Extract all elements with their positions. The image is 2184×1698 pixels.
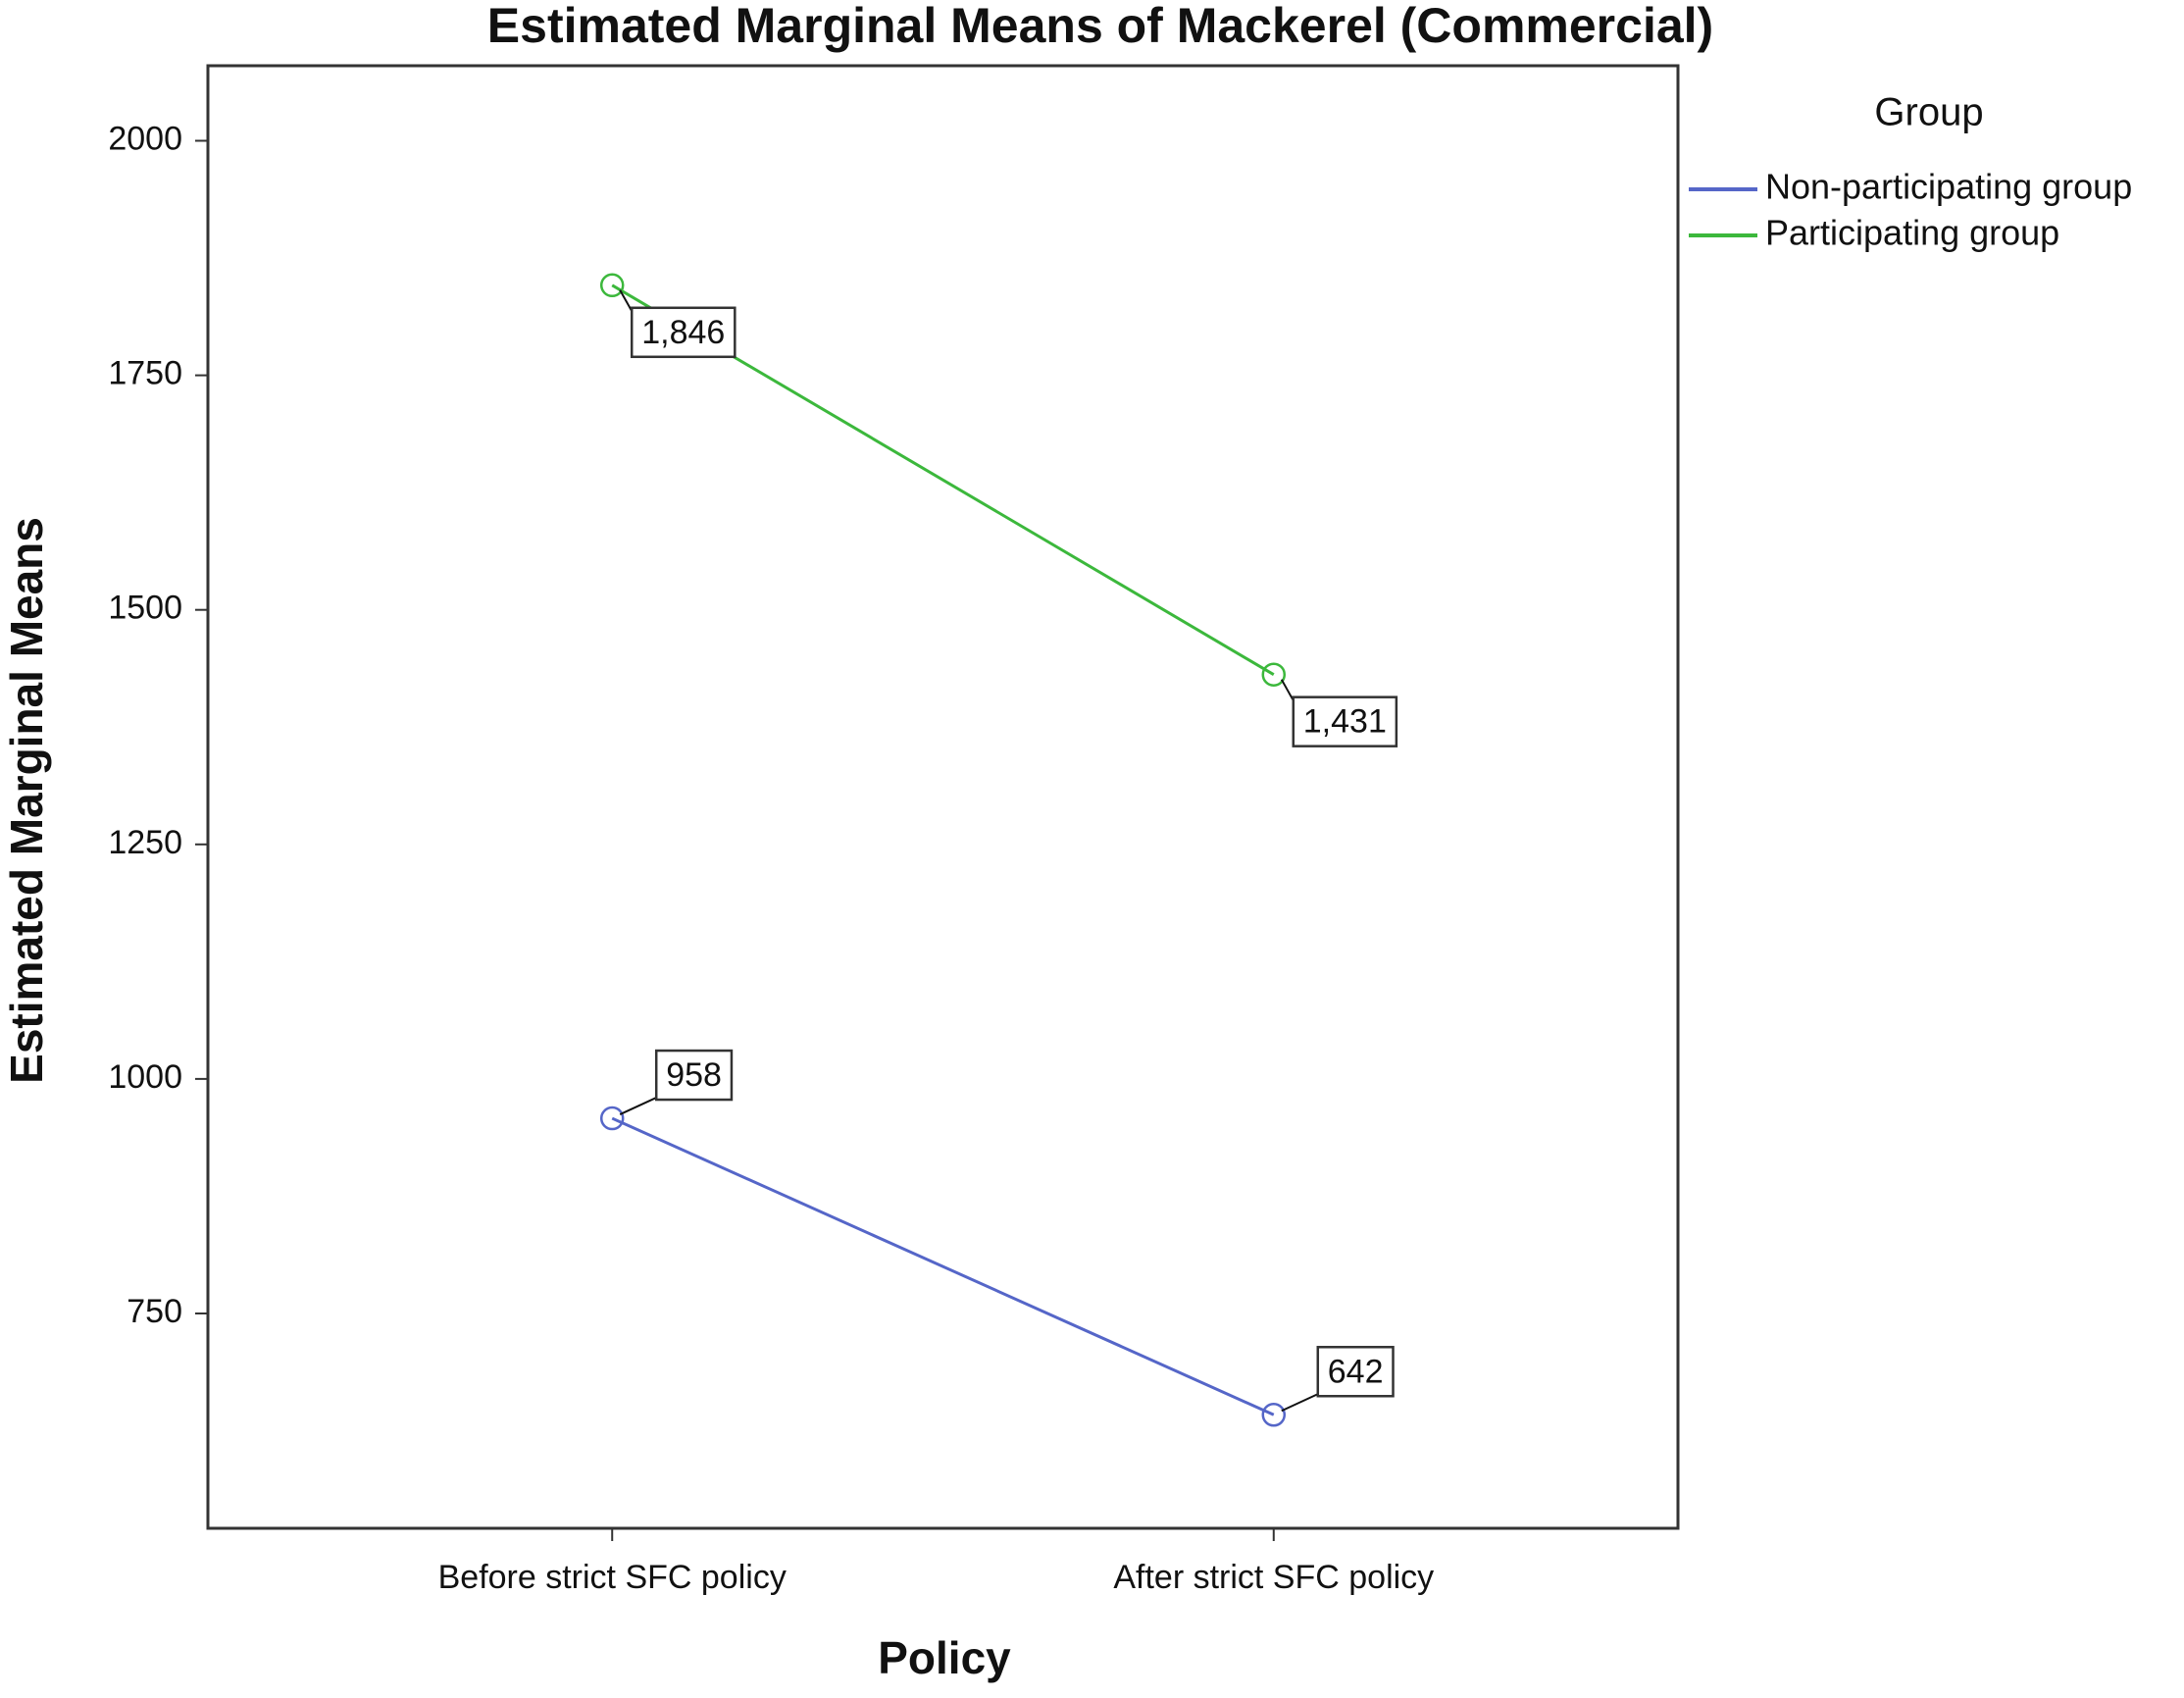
- y-tick-label: 1750: [108, 355, 182, 392]
- x-axis-label: Policy: [878, 1632, 1011, 1683]
- x-tick-label: After strict SFC policy: [1113, 1559, 1434, 1596]
- label-leader: [619, 1096, 659, 1115]
- y-tick-label: 1000: [108, 1058, 182, 1096]
- plot-frame: [206, 64, 1680, 1530]
- value-label: 1,846: [641, 314, 725, 351]
- value-label-box: [1316, 1346, 1395, 1398]
- x-tick-label: Before strict SFC policy: [438, 1559, 787, 1596]
- legend-title: Group: [1874, 91, 1983, 134]
- y-axis-label: Estimated Marginal Means: [1, 517, 52, 1084]
- value-label: 1,431: [1303, 703, 1387, 741]
- series-line: [611, 1116, 1275, 1416]
- marker: [1261, 1403, 1287, 1427]
- marker: [1261, 662, 1287, 687]
- y-tick-label: 1500: [108, 590, 182, 627]
- y-tick-label: 2000: [108, 120, 182, 157]
- legend-label: Participating group: [1765, 213, 2059, 253]
- value-label-box: [654, 1049, 734, 1102]
- value-label: 958: [666, 1056, 722, 1094]
- y-tick-label: 1250: [108, 824, 182, 861]
- value-label-box: [630, 306, 736, 359]
- value-label: 642: [1328, 1353, 1384, 1390]
- marker: [599, 273, 625, 298]
- label-leader: [1281, 1392, 1321, 1413]
- chart-title: Estimated Marginal Means of Mackerel (Co…: [487, 0, 1713, 53]
- legend-label: Non-participating group: [1765, 167, 2132, 207]
- y-tick-label: 750: [127, 1293, 182, 1330]
- value-label-box: [1292, 695, 1398, 747]
- marker: [599, 1106, 625, 1131]
